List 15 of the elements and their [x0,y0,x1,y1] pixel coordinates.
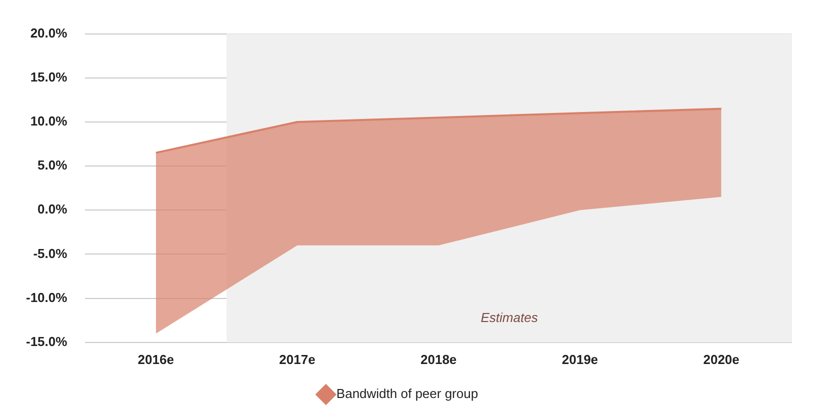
x-tick-label: 2019e [562,352,598,367]
y-tick-label: 0.0% [38,202,68,217]
legend-label: Bandwidth of peer group [336,386,478,402]
x-tick-label: 2016e [138,352,174,367]
x-tick-label: 2020e [703,352,740,367]
y-tick-label: 20.0% [30,25,68,40]
y-tick-label: 15.0% [30,69,68,84]
y-tick-label: 5.0% [38,158,68,173]
x-tick-label: 2018e [420,352,457,367]
y-tick-label: -15.0% [26,334,68,349]
x-tick-label: 2017e [279,352,316,367]
y-tick-label: -10.0% [26,290,68,305]
y-tick-label: -5.0% [33,246,68,261]
band-label: Estimates [480,310,538,326]
y-tick-label: 10.0% [30,114,68,129]
